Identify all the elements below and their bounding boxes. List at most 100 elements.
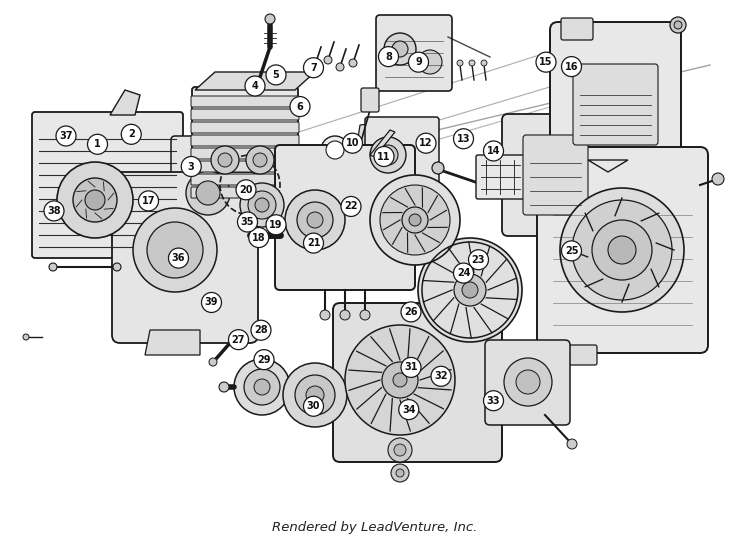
Circle shape	[560, 188, 684, 312]
Circle shape	[379, 47, 398, 67]
Circle shape	[340, 310, 350, 320]
Circle shape	[409, 214, 421, 226]
Text: 16: 16	[565, 62, 578, 72]
Text: 35: 35	[241, 217, 254, 227]
FancyBboxPatch shape	[192, 87, 298, 208]
Circle shape	[85, 190, 105, 210]
Circle shape	[219, 382, 229, 392]
Polygon shape	[356, 123, 380, 150]
FancyBboxPatch shape	[561, 18, 593, 40]
Text: Rendered by LeadVenture, Inc.: Rendered by LeadVenture, Inc.	[272, 521, 478, 533]
Text: 15: 15	[539, 57, 553, 67]
FancyBboxPatch shape	[333, 303, 502, 462]
Text: 22: 22	[344, 201, 358, 211]
Circle shape	[283, 363, 347, 427]
Circle shape	[266, 65, 286, 85]
Circle shape	[409, 52, 428, 72]
Circle shape	[186, 171, 230, 215]
FancyBboxPatch shape	[191, 174, 299, 185]
FancyBboxPatch shape	[191, 135, 299, 146]
Circle shape	[674, 21, 682, 29]
Text: 18: 18	[252, 233, 266, 243]
Circle shape	[240, 183, 284, 227]
Circle shape	[56, 126, 76, 146]
Circle shape	[133, 208, 217, 292]
Circle shape	[23, 334, 29, 340]
Circle shape	[380, 185, 450, 255]
FancyBboxPatch shape	[550, 22, 681, 168]
Circle shape	[388, 438, 412, 462]
Circle shape	[246, 146, 274, 174]
Text: 25: 25	[565, 246, 578, 256]
Circle shape	[393, 373, 407, 387]
Circle shape	[196, 181, 220, 205]
Circle shape	[209, 358, 217, 366]
Circle shape	[418, 238, 522, 342]
Circle shape	[462, 282, 478, 298]
FancyBboxPatch shape	[191, 96, 299, 107]
Circle shape	[44, 201, 64, 221]
Text: 28: 28	[254, 325, 268, 335]
Text: 13: 13	[457, 134, 470, 144]
Circle shape	[504, 358, 552, 406]
FancyBboxPatch shape	[523, 135, 588, 215]
Circle shape	[418, 50, 442, 74]
Circle shape	[113, 263, 121, 271]
FancyBboxPatch shape	[573, 64, 658, 145]
Circle shape	[49, 263, 57, 271]
Circle shape	[234, 359, 290, 415]
Text: 30: 30	[307, 401, 320, 411]
Circle shape	[139, 191, 158, 211]
Circle shape	[321, 136, 349, 164]
Circle shape	[336, 63, 344, 71]
Circle shape	[248, 191, 276, 219]
Polygon shape	[588, 160, 628, 172]
Circle shape	[378, 145, 398, 165]
Circle shape	[254, 350, 274, 370]
Text: 39: 39	[205, 297, 218, 307]
Circle shape	[416, 133, 436, 153]
Circle shape	[670, 17, 686, 33]
Circle shape	[73, 178, 117, 222]
Circle shape	[251, 320, 271, 340]
Circle shape	[562, 57, 581, 77]
FancyBboxPatch shape	[191, 109, 299, 120]
Circle shape	[311, 61, 319, 69]
Circle shape	[469, 250, 488, 270]
Circle shape	[345, 325, 455, 435]
Circle shape	[454, 129, 473, 149]
Text: 11: 11	[377, 152, 391, 162]
Polygon shape	[370, 130, 395, 157]
Circle shape	[285, 190, 345, 250]
Text: 29: 29	[257, 355, 271, 365]
Circle shape	[370, 137, 406, 173]
Text: 21: 21	[307, 238, 320, 248]
Circle shape	[147, 222, 203, 278]
Circle shape	[432, 162, 444, 174]
Circle shape	[341, 196, 361, 216]
FancyBboxPatch shape	[537, 147, 708, 353]
Circle shape	[304, 233, 323, 253]
Text: 10: 10	[346, 138, 359, 148]
Text: 24: 24	[457, 268, 470, 278]
Circle shape	[326, 141, 344, 159]
FancyBboxPatch shape	[191, 161, 299, 172]
Text: 9: 9	[416, 57, 422, 67]
Text: 19: 19	[269, 220, 283, 230]
Circle shape	[399, 400, 418, 420]
Circle shape	[431, 366, 451, 386]
Text: 27: 27	[232, 335, 245, 345]
Circle shape	[484, 391, 503, 411]
Circle shape	[592, 220, 652, 280]
Text: 34: 34	[402, 405, 416, 415]
Text: 17: 17	[142, 196, 155, 206]
Text: 20: 20	[239, 185, 253, 195]
FancyBboxPatch shape	[365, 117, 439, 188]
Circle shape	[236, 180, 256, 200]
Text: 26: 26	[404, 307, 418, 317]
Circle shape	[391, 464, 409, 482]
FancyBboxPatch shape	[112, 172, 258, 343]
Circle shape	[481, 60, 487, 66]
Circle shape	[255, 198, 269, 212]
FancyBboxPatch shape	[191, 187, 299, 198]
